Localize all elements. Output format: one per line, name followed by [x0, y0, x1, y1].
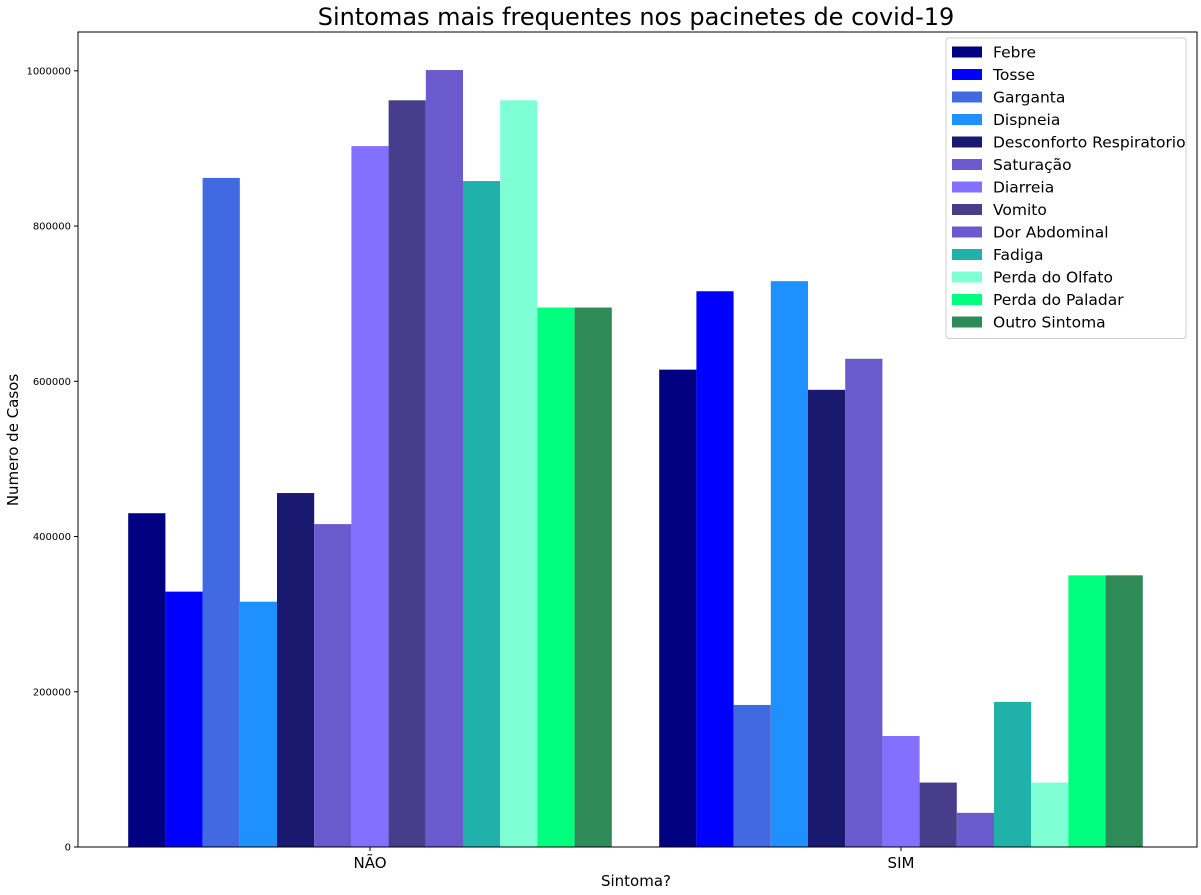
legend-swatch	[952, 69, 982, 80]
legend-label: Vomito	[993, 201, 1047, 219]
x-axis-label: Sintoma?	[601, 872, 671, 890]
bar-dor-abdominal-0	[425, 70, 463, 847]
x-axis: NÃO SIM	[353, 847, 914, 872]
bar-febre-0	[128, 513, 166, 847]
y-tick-label: 1000000	[26, 66, 71, 77]
bar-fadiga-1	[994, 701, 1032, 847]
y-tick-label: 0	[65, 843, 71, 854]
legend-swatch	[952, 181, 982, 193]
y-tick-label: 600000	[33, 377, 71, 388]
legend-label: Garganta	[993, 89, 1065, 107]
bar-diarreia-1	[882, 736, 920, 847]
bar-tosse-0	[165, 591, 203, 847]
bar-desconforto-respiratorio-1	[808, 389, 846, 847]
bar-garganta-1	[733, 704, 771, 847]
bar-garganta-0	[202, 177, 240, 848]
x-tick-label: SIM	[888, 854, 915, 872]
bar-perda-do-olfato-1	[1031, 782, 1069, 847]
legend-swatch	[952, 159, 982, 170]
legend-label: Saturação	[993, 156, 1072, 174]
legend-swatch	[952, 226, 982, 238]
y-tick-label: 200000	[33, 687, 71, 698]
plot-frame	[77, 31, 1198, 848]
legend-swatch	[952, 249, 982, 260]
chart-title: Sintomas mais frequentes nos pacinetes d…	[318, 3, 955, 31]
legend-swatch	[952, 204, 982, 215]
bars	[128, 70, 1143, 848]
bar-perda-do-olfato-0	[500, 100, 538, 848]
legend-box	[945, 37, 1187, 339]
bar-perda-do-paladar-1	[1068, 575, 1106, 847]
bar-dispneia-1	[770, 281, 808, 847]
legend-swatch	[952, 271, 982, 283]
bar-fadiga-0	[463, 181, 501, 847]
bar-dor-abdominal-1	[956, 812, 994, 847]
bar-satura-o-0	[314, 524, 352, 847]
legend-label: Perda do Olfato	[993, 269, 1113, 287]
bar-vomito-0	[388, 100, 426, 848]
legend-swatch	[952, 114, 982, 125]
legend-label: Diarreia	[993, 179, 1054, 197]
y-tick-label: 800000	[33, 222, 71, 233]
legend-label: Tosse	[992, 66, 1035, 84]
y-tick-label: 400000	[33, 532, 71, 543]
bar-vomito-1	[919, 782, 957, 847]
bar-desconforto-respiratorio-0	[277, 493, 315, 847]
bar-tosse-1	[696, 291, 734, 847]
y-axis: 0 200000 400000 600000 800000 1000000	[26, 66, 78, 854]
legend-swatch	[952, 46, 982, 58]
legend-swatch	[952, 91, 982, 103]
legend-label: Perda do Paladar	[993, 291, 1124, 309]
legend-label: Desconforto Respiratorio	[993, 134, 1186, 152]
bar-dispneia-0	[239, 601, 277, 847]
legend-label: Fadiga	[993, 246, 1043, 264]
bar-perda-do-paladar-0	[537, 307, 575, 847]
legend-label: Dispneia	[993, 111, 1060, 129]
bar-diarreia-0	[351, 146, 389, 848]
legend-label: Dor Abdominal	[993, 224, 1109, 242]
bar-outro-sintoma-0	[574, 307, 612, 847]
y-axis-label: Numero de Casos	[4, 374, 22, 507]
bar-satura-o-1	[845, 358, 883, 847]
legend-swatch	[952, 294, 982, 305]
bar-outro-sintoma-1	[1105, 575, 1143, 847]
bar-febre-1	[659, 369, 697, 847]
legend: Febre Tosse Garganta Dispneia Desconforto Re…	[945, 37, 1187, 339]
legend-swatch	[952, 316, 982, 328]
x-tick-label: NÃO	[353, 853, 386, 872]
legend-label: Febre	[993, 44, 1036, 62]
legend-label: Outro Sintoma	[993, 314, 1106, 332]
legend-swatch	[952, 136, 982, 148]
